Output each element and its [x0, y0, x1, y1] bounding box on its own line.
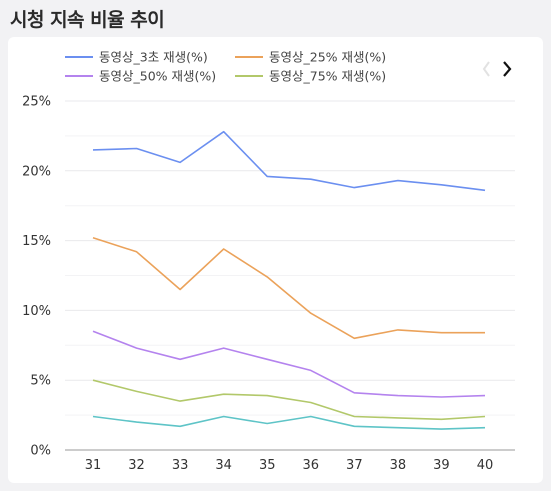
- x-tick-label: 38: [390, 458, 407, 473]
- y-tick-label: 5%: [30, 374, 51, 389]
- x-tick-label: 37: [346, 458, 363, 473]
- axes: 0% 5% 10% 15% 20% 25% 31 32 33 34 35 36 37 38 39 40: [22, 95, 515, 473]
- y-tick-label: 20%: [22, 164, 51, 179]
- grid-lines: [65, 100, 515, 416]
- chevron-right-icon[interactable]: [503, 61, 512, 77]
- series-line: [92, 330, 486, 398]
- x-tick-label: 34: [215, 458, 232, 473]
- chart-card: 0% 5% 10% 15% 20% 25% 31 32 33 34 35 36 37 38 39 40 동영상…: [8, 37, 543, 483]
- chevron-left-icon[interactable]: [482, 61, 490, 77]
- x-tick-label: 32: [128, 458, 145, 473]
- x-tick-label: 39: [433, 458, 450, 473]
- y-tick-label: 25%: [22, 95, 51, 110]
- series-line: [92, 415, 486, 430]
- legend-label: 동영상_3초 재생(%): [99, 50, 208, 65]
- line-chart: 0% 5% 10% 15% 20% 25% 31 32 33 34 35 36 37 38 39 40 동영상…: [22, 50, 515, 473]
- y-tick-label: 10%: [22, 304, 51, 319]
- legend-label: 동영상_25% 재생(%): [269, 50, 386, 65]
- y-tick-label: 0%: [30, 444, 51, 459]
- x-tick-label: 33: [172, 458, 189, 473]
- legend-navigation: [482, 61, 512, 77]
- legend: 동영상_3초 재생(%) 동영상_25% 재생(%) 동영상_50% 재생(%) 동영…: [65, 50, 386, 84]
- y-tick-label: 15%: [22, 234, 51, 249]
- legend-item[interactable]: 동영상_75% 재생(%): [235, 69, 386, 84]
- x-tick-label: 36: [303, 458, 320, 473]
- legend-item[interactable]: 동영상_25% 재생(%): [235, 50, 386, 65]
- page-title: 시청 지속 비율 추이: [10, 9, 165, 31]
- series-line: [92, 130, 486, 192]
- x-tick-label: 31: [85, 458, 102, 473]
- legend-item[interactable]: 동영상_3초 재생(%): [65, 50, 208, 65]
- x-tick-label: 40: [477, 458, 494, 473]
- series-line: [92, 379, 486, 421]
- x-tick-label: 35: [259, 458, 276, 473]
- series-line: [92, 237, 485, 340]
- series-lines: [92, 130, 486, 430]
- legend-label: 동영상_75% 재생(%): [269, 69, 386, 84]
- legend-label: 동영상_50% 재생(%): [99, 69, 216, 84]
- legend-item[interactable]: 동영상_50% 재생(%): [65, 69, 216, 84]
